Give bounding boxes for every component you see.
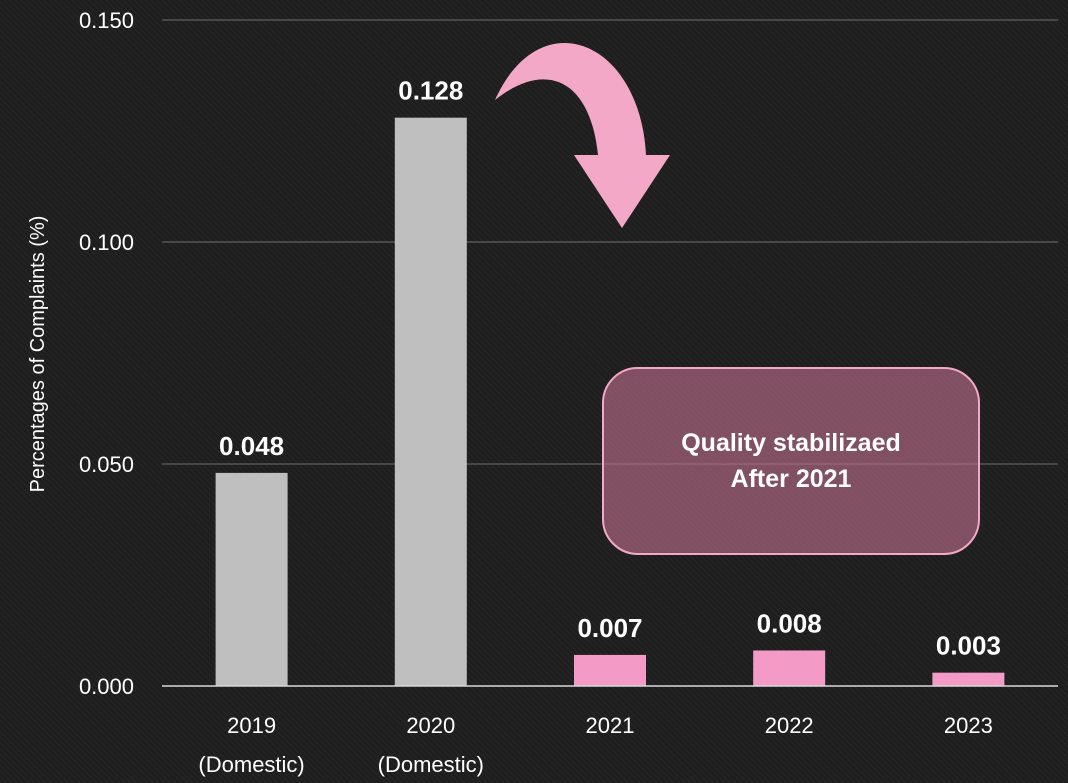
data-labels: 0.048 0.128 0.007 0.008 0.003 xyxy=(219,76,1001,661)
data-label: 0.008 xyxy=(757,608,822,638)
annotation-line-2: After 2021 xyxy=(730,465,852,493)
curved-arrow-icon xyxy=(495,43,670,229)
bars xyxy=(215,117,1005,687)
bar xyxy=(215,472,288,686)
x-tick-label: 2019 xyxy=(227,713,276,738)
y-tick-label: 0.150 xyxy=(79,8,134,33)
y-axis-label: Percentages of Complaints (%) xyxy=(27,216,49,493)
data-label: 0.128 xyxy=(398,76,463,106)
annotation-line-1: Quality stabilizaed xyxy=(681,429,901,457)
x-tick-label: 2022 xyxy=(765,713,814,738)
data-label: 0.048 xyxy=(219,431,284,461)
x-axis-ticks: 2019 (Domestic) 2020 (Domestic) 2021 2022 2023 xyxy=(198,713,992,777)
x-tick-sublabel: (Domestic) xyxy=(198,752,304,777)
bar xyxy=(753,650,826,686)
x-tick-label: 2020 xyxy=(406,713,455,738)
bar xyxy=(932,672,1005,686)
y-axis-ticks: 0.000 0.050 0.100 0.150 xyxy=(79,8,134,699)
y-tick-label: 0.050 xyxy=(79,452,134,477)
y-tick-label: 0.000 xyxy=(79,674,134,699)
data-label: 0.003 xyxy=(936,631,1001,661)
y-tick-label: 0.100 xyxy=(79,230,134,255)
annotation-callout: Quality stabilizaed After 2021 xyxy=(602,367,980,555)
x-tick-label: 2023 xyxy=(944,713,993,738)
bar xyxy=(574,654,646,686)
bar xyxy=(394,117,467,687)
data-label: 0.007 xyxy=(577,613,642,643)
x-tick-sublabel: (Domestic) xyxy=(378,752,484,777)
x-tick-label: 2021 xyxy=(586,713,635,738)
